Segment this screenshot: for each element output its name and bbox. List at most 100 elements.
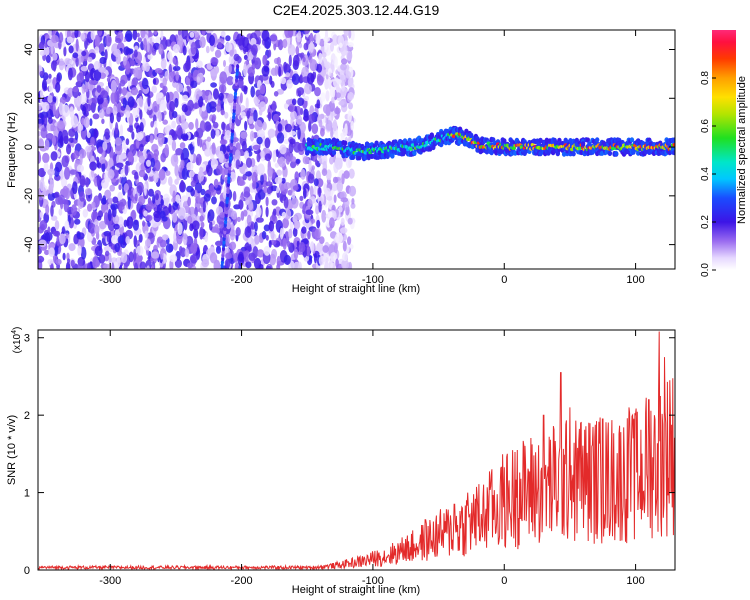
noise-cell (302, 56, 306, 63)
noise-cell (101, 118, 105, 125)
noise-cell (44, 139, 50, 151)
noise-cell (190, 242, 198, 254)
noise-cell (304, 82, 312, 95)
noise-cell (292, 227, 298, 237)
noise-cell (256, 153, 261, 163)
noise-cell (272, 150, 277, 163)
noise-cell (268, 240, 272, 248)
noise-cell (85, 145, 92, 153)
noise-cell (193, 228, 199, 239)
noise-cell (204, 148, 212, 157)
noise-cell (290, 110, 297, 121)
noise-cell (94, 218, 99, 227)
noise-cell (220, 235, 224, 245)
noise-cell (282, 217, 289, 229)
noise-cell (69, 169, 78, 175)
noise-cell (237, 253, 245, 266)
noise-cell (136, 181, 144, 194)
noise-cell (243, 85, 248, 95)
noise-cell (67, 87, 74, 98)
noise-cell (151, 251, 160, 259)
noise-cell (87, 56, 93, 63)
noise-cell (297, 127, 301, 140)
signal-cell (342, 140, 348, 146)
noise-cell (199, 138, 203, 148)
noise-cell (199, 215, 204, 222)
noise-cell (105, 250, 110, 257)
noise-cell (309, 41, 314, 53)
noise-cell (75, 57, 79, 67)
noise-cell (45, 231, 53, 242)
noise-cell (90, 136, 95, 147)
noise-cell (342, 240, 347, 252)
signal-cell (614, 151, 619, 157)
noise-cell (165, 170, 171, 176)
noise-cell (269, 75, 273, 85)
noise-cell (340, 63, 347, 71)
noise-cell (270, 229, 275, 240)
noise-cell (128, 48, 134, 54)
noise-cell (73, 150, 80, 160)
noise-cell (251, 44, 258, 56)
noise-cell (119, 79, 126, 87)
signal-cell (498, 149, 504, 155)
noise-cell (299, 121, 306, 134)
noise-cell (38, 41, 45, 50)
noise-cell (279, 144, 287, 155)
noise-cell (276, 132, 285, 144)
noise-cell (336, 84, 340, 94)
noise-cell (263, 186, 268, 194)
noise-cell (158, 43, 164, 55)
noise-cell (52, 96, 57, 103)
noise-cell (38, 151, 41, 164)
noise-cell (297, 87, 305, 96)
noise-cell (50, 263, 54, 269)
noise-cell (102, 98, 109, 108)
noise-cell (172, 65, 181, 72)
noise-cell (38, 226, 44, 234)
noise-cell (104, 128, 110, 138)
noise-cell (309, 185, 314, 197)
signal-cell (672, 150, 675, 156)
noise-cell (157, 133, 165, 145)
noise-cell (201, 30, 206, 36)
noise-cell (332, 86, 336, 99)
noise-cell (93, 128, 98, 139)
noise-cell (80, 32, 86, 41)
noise-cell (298, 241, 306, 253)
noise-cell (265, 181, 273, 187)
noise-cell (347, 217, 353, 225)
noise-cell (162, 119, 168, 125)
noise-cell (325, 106, 331, 117)
noise-cell (125, 30, 133, 42)
noise-cell (115, 37, 122, 44)
noise-cell (330, 129, 334, 138)
noise-cell (109, 184, 115, 192)
noise-cell (336, 180, 344, 193)
noise-cell (301, 226, 307, 234)
noise-cell (307, 198, 313, 208)
noise-cell (79, 175, 86, 188)
noise-cell (96, 85, 102, 93)
noise-cell (225, 258, 231, 269)
noise-cell (102, 195, 107, 205)
noise-cell (237, 180, 246, 186)
noise-cell (114, 243, 120, 253)
noise-cell (107, 208, 112, 222)
x-tick-label: 100 (626, 274, 644, 286)
noise-cell (184, 248, 190, 258)
noise-cell (110, 203, 118, 211)
colorbar-ticks: 0.0 0.2 0.4 0.6 0.8 (700, 71, 716, 277)
noise-cell (350, 30, 355, 41)
noise-cell (66, 36, 74, 44)
noise-cell (49, 179, 55, 190)
noise-cell (236, 216, 241, 223)
noise-cell (202, 144, 206, 151)
noise-cell (347, 77, 353, 87)
noise-cell (38, 118, 45, 124)
noise-cell (196, 76, 200, 83)
noise-cell (338, 205, 343, 213)
noise-cell (209, 184, 216, 193)
noise-cell (172, 201, 178, 211)
noise-cell (302, 156, 310, 165)
